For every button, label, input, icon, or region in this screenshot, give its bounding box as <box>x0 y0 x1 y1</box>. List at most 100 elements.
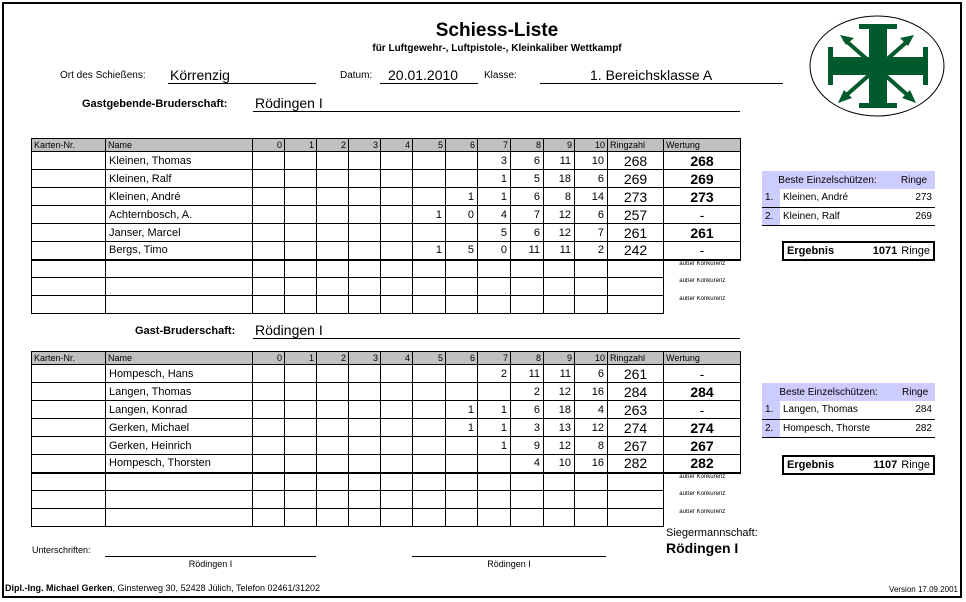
ring-count-cell <box>252 418 285 437</box>
best-header-label: Beste Einzelschützen: <box>762 383 896 401</box>
ring-count-cell <box>284 364 317 383</box>
shooter-name <box>105 277 253 296</box>
empty-cell <box>412 295 446 314</box>
shooter-name <box>105 259 253 278</box>
ring-count-cell <box>316 436 349 455</box>
ring-count-cell: 4 <box>477 205 511 224</box>
ring-count-cell: 18 <box>543 400 575 419</box>
ring-count-cell <box>316 382 349 401</box>
column-header: Karten-Nr. <box>31 138 106 152</box>
ring-count-cell <box>348 382 381 401</box>
empty-cell <box>607 490 664 509</box>
team2-score-table: Karten-Nr. Name 0 1 2 3 4 5 6 7 8 9 10 Ringzahl Wertun… <box>31 351 741 527</box>
ring-count-cell: 5 <box>477 223 511 242</box>
ring-count-cell <box>284 436 317 455</box>
ring-count-cell <box>316 400 349 419</box>
best-header: Beste Einzelschützen: Ringe <box>762 171 935 189</box>
column-header: Karten-Nr. <box>31 351 106 365</box>
ort-label: Ort des Schießens: <box>60 70 146 81</box>
wertung-cell: 267 <box>663 436 741 455</box>
ring-count-cell <box>284 223 317 242</box>
column-header: 1 <box>284 351 317 365</box>
column-header: 4 <box>380 138 413 152</box>
ring-count-cell: 2 <box>574 241 608 261</box>
ringzahl-cell: 261 <box>607 223 664 242</box>
ring-count-cell <box>380 205 413 224</box>
table-header: Karten-Nr. Name 0 1 2 3 4 5 6 7 8 9 10 Ringzahl Wertun… <box>31 138 741 152</box>
empty-cell <box>380 508 413 527</box>
empty-cell <box>348 295 381 314</box>
ring-count-cell <box>348 364 381 383</box>
shooter-name: Hompesch, Thorsten <box>105 454 253 474</box>
ort-field[interactable]: Körrenzig <box>168 68 316 84</box>
ergebnis-value: 1107 <box>873 459 898 471</box>
ausser-konkurrenz-note: außer Konkurenz <box>679 473 726 480</box>
table-header: Karten-Nr. Name 0 1 2 3 4 5 6 7 8 9 10 Ringzahl Wertun… <box>31 351 741 365</box>
shooter-name: Hompesch, Hans <box>105 364 253 383</box>
empty-cell <box>31 508 106 527</box>
ring-count-cell <box>316 418 349 437</box>
empty-cell <box>31 277 106 296</box>
ring-count-cell <box>412 364 446 383</box>
column-header: 5 <box>412 351 446 365</box>
table-row: Achternbosch, A. 1 0 4 7 12 6 257- <box>31 205 741 224</box>
empty-cell <box>252 259 285 278</box>
ergebnis-label: Ergebnis <box>787 459 835 471</box>
empty-cell <box>252 295 285 314</box>
klasse-field[interactable]: 1. Bereichsklasse A <box>540 68 783 84</box>
ring-count-cell <box>284 418 317 437</box>
ring-count-cell: 18 <box>543 169 575 188</box>
ring-count-cell <box>380 400 413 419</box>
empty-cell <box>543 508 575 527</box>
empty-cell <box>445 508 478 527</box>
ring-count-cell <box>316 241 349 261</box>
karten-nr-cell <box>31 223 106 242</box>
ring-count-cell: 10 <box>543 454 575 474</box>
ring-count-cell: 1 <box>477 400 511 419</box>
column-header: 0 <box>252 138 285 152</box>
team2-name-field[interactable]: Rödingen I <box>253 323 740 339</box>
empty-cell <box>31 490 106 509</box>
column-header: 0 <box>252 351 285 365</box>
ring-count-cell: 8 <box>543 187 575 206</box>
table-row: Bergs, Timo 1 5 0 11 11 2 242- <box>31 241 741 261</box>
table-row: Hompesch, Hans 2 11 11 6 261- <box>31 364 741 383</box>
karten-nr-cell <box>31 454 106 474</box>
ring-count-cell <box>380 418 413 437</box>
shooter-name: Kleinen, Thomas <box>105 151 253 170</box>
datum-field[interactable]: 20.01.2010 <box>380 68 478 84</box>
ring-count-cell: 1 <box>477 436 511 455</box>
ring-count-cell: 4 <box>510 454 544 474</box>
ring-count-cell <box>252 151 285 170</box>
footer-author: Dipl.-Ing. Michael Gerken, Ginsterweg 30… <box>5 583 320 593</box>
ring-count-cell <box>412 418 446 437</box>
ring-count-cell: 1 <box>412 241 446 261</box>
signature-line-1[interactable]: Rödingen I <box>105 556 316 569</box>
empty-cell <box>316 295 349 314</box>
ring-count-cell: 8 <box>574 436 608 455</box>
ring-count-cell: 7 <box>510 205 544 224</box>
signature-line-2[interactable]: Rödingen I <box>412 556 606 569</box>
ring-count-cell <box>412 187 446 206</box>
shooter-name: Langen, Konrad <box>105 400 253 419</box>
ausser-konkurrenz-note: außer Konkurenz <box>679 490 726 497</box>
empty-cell <box>543 472 575 491</box>
ring-count-cell: 12 <box>543 436 575 455</box>
empty-cell <box>477 490 511 509</box>
team1-best-shooters: Beste Einzelschützen: Ringe 1. Kleinen, And… <box>762 171 935 226</box>
empty-cell <box>445 472 478 491</box>
best-header: Beste Einzelschützen: Ringe <box>762 383 935 401</box>
ring-count-cell: 6 <box>574 169 608 188</box>
version: Version 17.09.2001 <box>889 585 958 594</box>
column-header: 9 <box>543 351 575 365</box>
empty-cell <box>380 277 413 296</box>
ring-count-cell: 6 <box>510 187 544 206</box>
empty-cell <box>574 277 608 296</box>
ring-count-cell <box>316 454 349 474</box>
ring-count-cell: 5 <box>445 241 478 261</box>
empty-cell <box>445 295 478 314</box>
team1-name-field[interactable]: Rödingen I <box>253 96 740 112</box>
empty-cell <box>31 472 106 491</box>
ringzahl-cell: 284 <box>607 382 664 401</box>
empty-cell <box>543 295 575 314</box>
